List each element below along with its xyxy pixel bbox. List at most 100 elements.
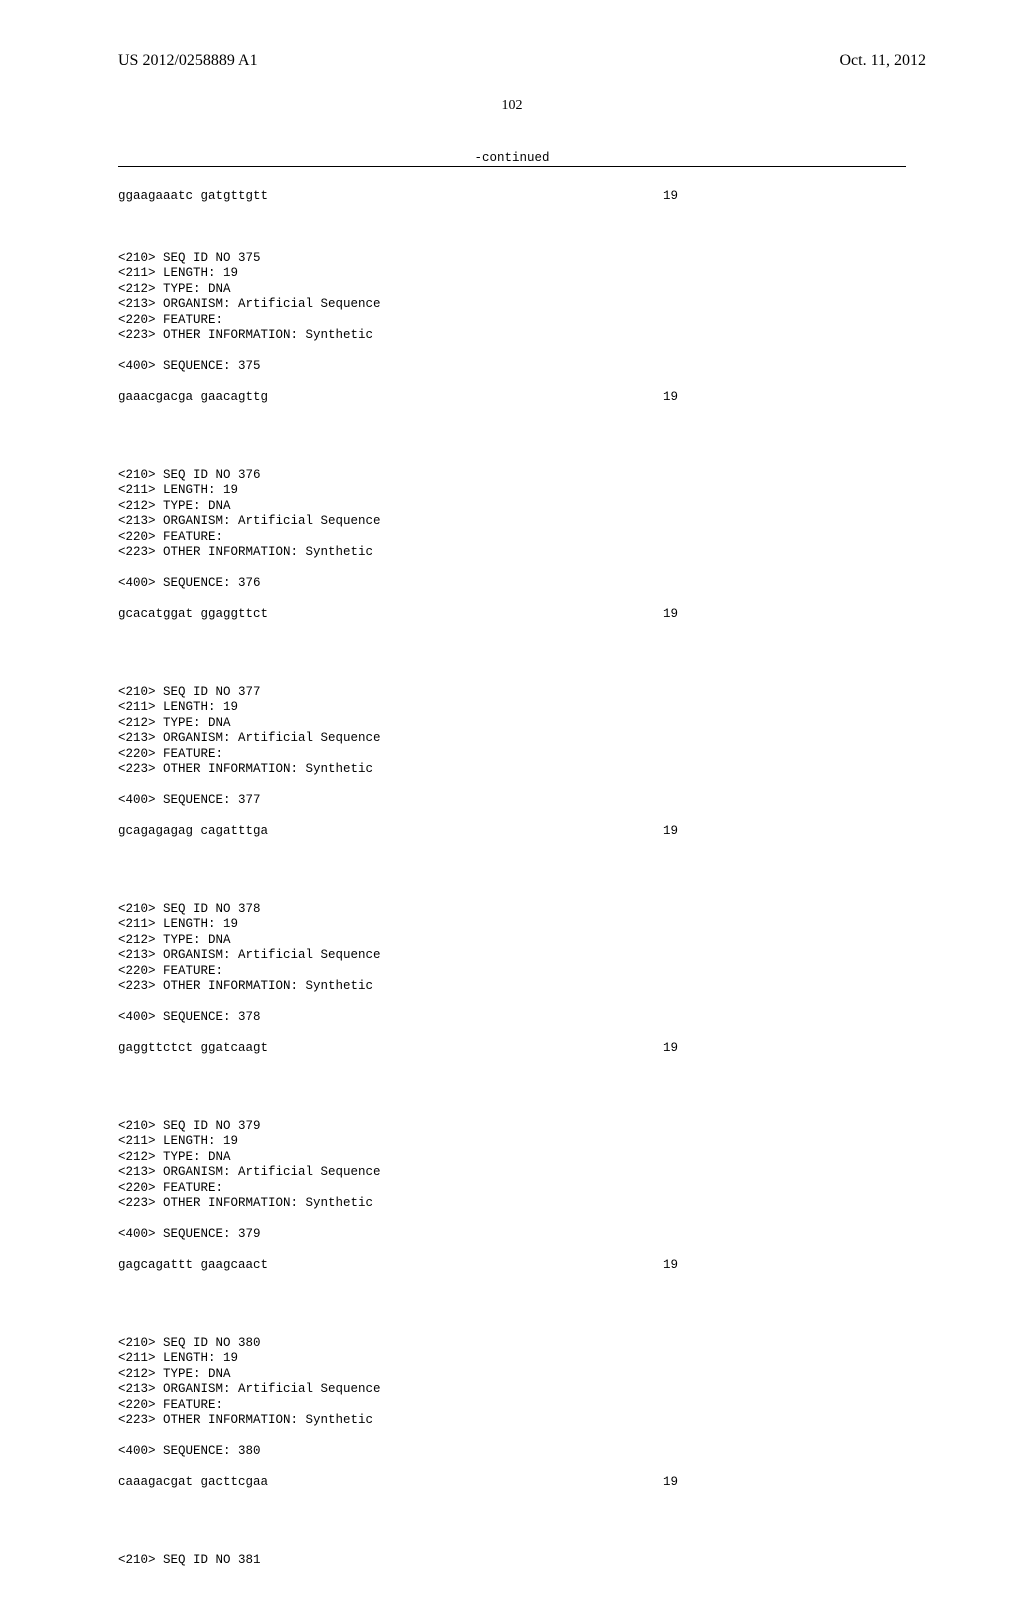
seq-id-label: <210> SEQ ID NO [118,1553,238,1567]
length-value: 19 [223,483,238,497]
sequence-text: gcagagagag cagatttga [118,824,268,840]
organism-value: Artificial Sequence [238,1382,381,1396]
organism-line: <213> ORGANISM: Artificial Sequence [118,1165,381,1179]
organism-value: Artificial Sequence [238,514,381,528]
seq-hdr-value: 375 [238,359,261,373]
seq-id-value: 376 [238,468,261,482]
length-label: <211> LENGTH: [118,1134,223,1148]
sequence-header: <400> SEQUENCE: 379 [118,1227,261,1241]
seq-id-line: <210> SEQ ID NO 375 [118,251,261,265]
sequence-length: 19 [663,189,678,205]
organism-label: <213> ORGANISM: [118,297,238,311]
organism-value: Artificial Sequence [238,948,381,962]
sequence-header: <400> SEQUENCE: 375 [118,359,261,373]
sequence-header: <400> SEQUENCE: 378 [118,1010,261,1024]
type-label: <212> TYPE: [118,499,208,513]
type-value: DNA [208,1150,231,1164]
type-label: <212> TYPE: [118,1150,208,1164]
length-value: 19 [223,266,238,280]
page-container: US 2012/0258889 A1 Oct. 11, 2012 102 -co… [0,0,1024,1320]
seq-id-label: <210> SEQ ID NO [118,251,238,265]
length-label: <211> LENGTH: [118,266,223,280]
info-line: <223> OTHER INFORMATION: Synthetic [118,545,373,559]
info-label: <223> OTHER INFORMATION: [118,545,306,559]
sequence-header: <400> SEQUENCE: 376 [118,576,261,590]
seq-id-line: <210> SEQ ID NO 376 [118,468,261,482]
organism-label: <213> ORGANISM: [118,1165,238,1179]
info-label: <223> OTHER INFORMATION: [118,1196,306,1210]
feature-line: <220> FEATURE: [118,530,223,544]
info-value: Synthetic [306,979,374,993]
type-value: DNA [208,716,231,730]
type-line: <212> TYPE: DNA [118,282,231,296]
length-line: <211> LENGTH: 19 [118,700,238,714]
length-line: <211> LENGTH: 19 [118,266,238,280]
seq-id-line: <210> SEQ ID NO 379 [118,1119,261,1133]
seq-hdr-value: 380 [238,1444,261,1458]
sequence-length: 19 [663,607,678,623]
seq-hdr-label: <400> SEQUENCE: [118,576,238,590]
publication-number: US 2012/0258889 A1 [118,52,258,70]
sequence-length: 19 [663,1475,678,1491]
length-line: <211> LENGTH: 19 [118,1351,238,1365]
seq-id-value: 379 [238,1119,261,1133]
sequence-length: 19 [663,1258,678,1274]
length-value: 19 [223,1351,238,1365]
seq-id-value: 381 [238,1553,261,1567]
type-value: DNA [208,282,231,296]
type-value: DNA [208,499,231,513]
sequence-line: gaggttctct ggatcaagt 19 [118,1041,678,1057]
organism-label: <213> ORGANISM: [118,1382,238,1396]
organism-value: Artificial Sequence [238,297,381,311]
info-value: Synthetic [306,1413,374,1427]
length-value: 19 [223,1134,238,1148]
type-line: <212> TYPE: DNA [118,1367,231,1381]
info-value: Synthetic [306,328,374,342]
info-line: <223> OTHER INFORMATION: Synthetic [118,979,373,993]
seq-block: <210> SEQ ID NO 380 <211> LENGTH: 19 <21… [118,1320,906,1506]
sequence-line: gaaacgacga gaacagttg 19 [118,390,678,406]
seq-id-line: <210> SEQ ID NO 377 [118,685,261,699]
header-row: US 2012/0258889 A1 Oct. 11, 2012 [0,52,1024,70]
sequence-text: gcacatggat ggaggttct [118,607,268,623]
sequence-listing-content: ggaagaaatc gatgttgtt19 <210> SEQ ID NO 3… [118,173,906,1599]
seq-hdr-label: <400> SEQUENCE: [118,1444,238,1458]
type-line: <212> TYPE: DNA [118,933,231,947]
seq-hdr-label: <400> SEQUENCE: [118,1010,238,1024]
type-label: <212> TYPE: [118,282,208,296]
sequence-header: <400> SEQUENCE: 380 [118,1444,261,1458]
sequence-length: 19 [663,1041,678,1057]
seq-block: <210> SEQ ID NO 377 <211> LENGTH: 19 <21… [118,669,906,855]
seq-hdr-label: <400> SEQUENCE: [118,793,238,807]
type-value: DNA [208,1367,231,1381]
continued-label: -continued [0,151,1024,165]
seq-id-label: <210> SEQ ID NO [118,902,238,916]
sequence-text: caaagacgat gacttcgaa [118,1475,268,1491]
horizontal-rule [118,166,906,167]
sequence-text: gaaacgacga gaacagttg [118,390,268,406]
seq-id-value: 380 [238,1336,261,1350]
organism-line: <213> ORGANISM: Artificial Sequence [118,731,381,745]
info-line: <223> OTHER INFORMATION: Synthetic [118,328,373,342]
seq-hdr-value: 376 [238,576,261,590]
organism-line: <213> ORGANISM: Artificial Sequence [118,948,381,962]
sequence-line: gcagagagag cagatttga 19 [118,824,678,840]
seq-block-partial: <210> SEQ ID NO 381 [118,1537,906,1568]
seq-block: <210> SEQ ID NO 376 <211> LENGTH: 19 <21… [118,452,906,638]
type-line: <212> TYPE: DNA [118,499,231,513]
sequence-line: caaagacgat gacttcgaa 19 [118,1475,678,1491]
seq-hdr-label: <400> SEQUENCE: [118,359,238,373]
seq-id-value: 377 [238,685,261,699]
length-line: <211> LENGTH: 19 [118,1134,238,1148]
type-line: <212> TYPE: DNA [118,1150,231,1164]
sequence-length: 19 [663,390,678,406]
feature-line: <220> FEATURE: [118,313,223,327]
feature-line: <220> FEATURE: [118,1181,223,1195]
seq-id-value: 378 [238,902,261,916]
seq-id-line: <210> SEQ ID NO 378 [118,902,261,916]
length-label: <211> LENGTH: [118,483,223,497]
sequence-length: 19 [663,824,678,840]
organism-value: Artificial Sequence [238,1165,381,1179]
info-line: <223> OTHER INFORMATION: Synthetic [118,1413,373,1427]
sequence-text: gaggttctct ggatcaagt [118,1041,268,1057]
